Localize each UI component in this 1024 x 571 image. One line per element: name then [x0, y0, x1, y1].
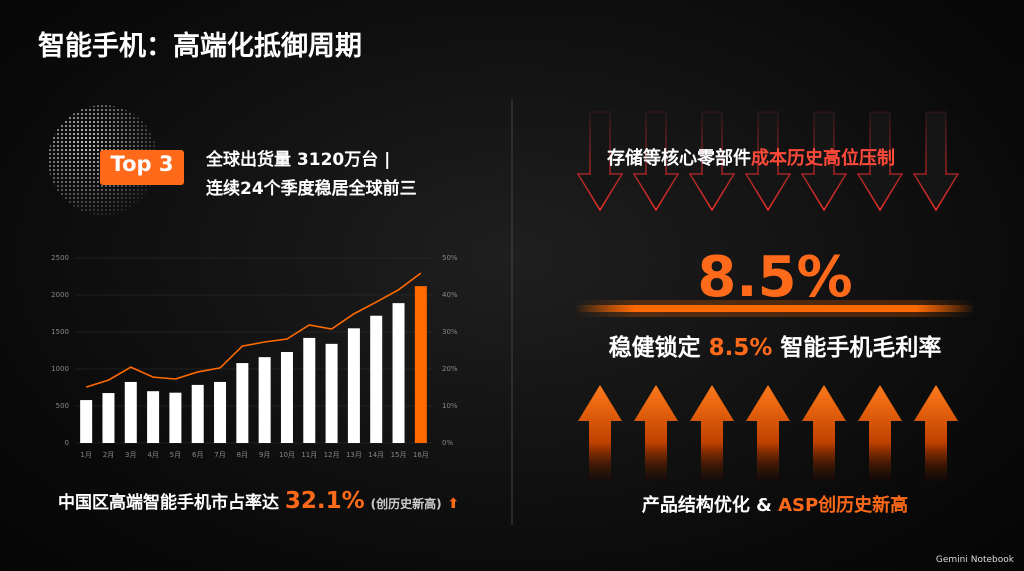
asp-text: 产品结构优化 &	[641, 495, 772, 516]
y-tick-label: 0	[65, 439, 69, 447]
x-tick-label: 9月	[259, 451, 270, 459]
x-tick-label: 16月	[413, 451, 429, 459]
y2-tick-label: 30%	[442, 328, 458, 336]
x-tick-label: 8月	[237, 451, 248, 459]
rank-text: 连续24个季度稳居全球前三	[206, 179, 417, 199]
margin-value: 8.5%	[708, 335, 773, 361]
bar	[191, 384, 204, 443]
y-tick-label: 1000	[51, 365, 69, 373]
x-tick-label: 11月	[301, 451, 317, 459]
x-tick-label: 13月	[346, 451, 362, 459]
bar	[370, 315, 383, 443]
down-arrow	[912, 111, 960, 212]
bar	[124, 381, 137, 443]
share-value: 32.1%	[284, 488, 365, 514]
down-arrows	[576, 111, 960, 212]
asp-line: 产品结构优化 & ASP创历史新高	[575, 491, 975, 517]
y2-tick-label: 40%	[442, 291, 458, 299]
bar	[392, 303, 405, 443]
bar	[325, 343, 338, 443]
up-arrow	[914, 385, 958, 481]
x-tick-label: 5月	[170, 451, 181, 459]
up-arrow	[634, 385, 678, 481]
shipment-text: 全球出货量 3120万台 |	[206, 150, 391, 170]
y-tick-label: 1500	[51, 328, 69, 336]
cost-text: 存储等核心零部件	[607, 148, 751, 169]
highlight-glow	[575, 300, 975, 317]
y2-tick-label: 10%	[442, 402, 458, 410]
share-line: 中国区高端智能手机市占率达 32.1% (创历史新高) ⬆	[58, 488, 459, 514]
bar	[258, 357, 271, 443]
x-tick-label: 4月	[147, 451, 158, 459]
down-arrow	[688, 111, 736, 212]
asp-highlight: ASP创历史新高	[778, 495, 909, 516]
badge: Top 3	[110, 152, 174, 176]
bar	[414, 286, 427, 443]
x-tick-label: 7月	[214, 451, 225, 459]
bar	[102, 393, 115, 443]
margin-line: 稳健锁定 8.5% 智能手机毛利率	[575, 328, 975, 362]
cost-line: 存储等核心零部件成本历史高位压制	[607, 144, 895, 170]
down-arrow	[576, 111, 624, 212]
x-tick-label: 10月	[279, 451, 295, 459]
y2-tick-label: 20%	[442, 365, 458, 373]
x-tick-label: 15月	[391, 451, 407, 459]
x-tick-label: 3月	[125, 451, 136, 459]
x-tick-label: 6月	[192, 451, 203, 459]
margin-text2: 智能手机毛利率	[780, 335, 942, 361]
up-arrows	[578, 385, 958, 481]
y-tick-label: 2000	[51, 291, 69, 299]
line	[85, 272, 422, 388]
bar	[303, 337, 316, 443]
down-arrow	[632, 111, 680, 212]
share-text: 中国区高端智能手机市占率达	[58, 493, 279, 513]
margin-text: 稳健锁定	[608, 335, 701, 361]
y-tick-label: 2500	[51, 254, 69, 262]
bar	[236, 363, 249, 443]
down-arrow	[744, 111, 792, 212]
x-tick-label: 2月	[103, 451, 114, 459]
brand: Gemini Notebook	[935, 555, 1014, 565]
bar	[280, 351, 293, 443]
bar	[80, 400, 93, 443]
y-tick-label: 500	[56, 402, 69, 410]
x-tick-label: 14月	[368, 451, 384, 459]
down-arrow	[800, 111, 848, 212]
cost-highlight: 成本历史高位压制	[751, 148, 895, 169]
bar	[147, 391, 160, 443]
title: 智能手机：高端化抵御周期	[38, 31, 362, 62]
y2-tick-label: 0%	[442, 439, 453, 447]
bar	[347, 328, 360, 443]
y2-tick-label: 50%	[442, 254, 458, 262]
down-arrow	[856, 111, 904, 212]
big-value: 8.5%	[697, 245, 853, 310]
bar	[169, 392, 182, 443]
up-arrow	[858, 385, 902, 481]
up-arrow	[802, 385, 846, 481]
up-icon: ⬆	[447, 496, 460, 512]
share-note: (创历史新高)	[370, 497, 442, 511]
up-arrow	[578, 385, 622, 481]
badge-bg	[100, 150, 184, 185]
bar	[214, 381, 227, 443]
up-arrow	[746, 385, 790, 481]
up-arrow	[690, 385, 734, 481]
x-tick-label: 1月	[80, 451, 91, 459]
x-tick-label: 12月	[324, 451, 340, 459]
